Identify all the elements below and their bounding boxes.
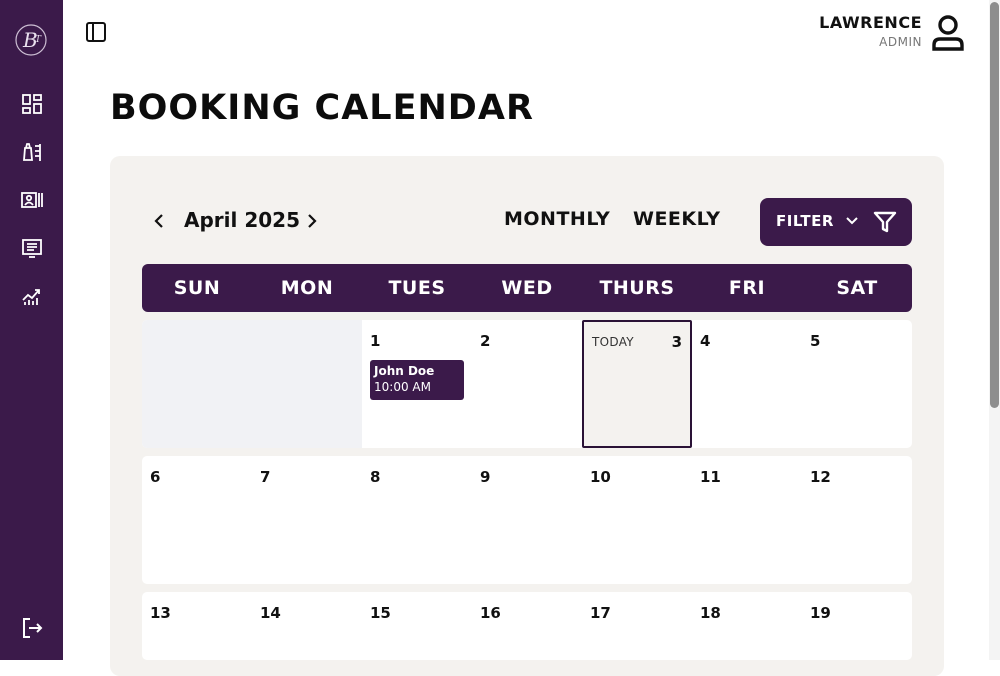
user-name: LAWRENCE [819, 13, 922, 32]
user-info: LAWRENCE ADMIN [819, 13, 922, 49]
analytics-icon[interactable] [20, 284, 44, 308]
weekday-header: WED [501, 277, 553, 299]
page-title: BOOKING CALENDAR [110, 88, 534, 128]
filter-button[interactable]: FILTER [760, 198, 912, 246]
user-role: ADMIN [879, 35, 922, 49]
orders-icon[interactable] [20, 236, 44, 260]
filter-label: FILTER [776, 212, 834, 230]
day-number[interactable]: 8 [370, 468, 381, 486]
calendar-week-row: 13 14 15 16 17 18 19 [142, 592, 912, 660]
event-customer-name: John Doe [374, 364, 435, 378]
svg-text:B: B [22, 28, 38, 52]
day-number[interactable]: 11 [700, 468, 721, 486]
month-label: April 2025 [184, 208, 300, 232]
day-number[interactable]: 7 [260, 468, 271, 486]
day-number[interactable]: 4 [700, 332, 711, 350]
day-number[interactable]: 1 [370, 332, 381, 350]
view-monthly-button[interactable]: MONTHLY [504, 208, 611, 230]
weekday-header: THURS [599, 277, 675, 299]
booking-icon[interactable] [20, 188, 44, 212]
sidebar: B T [0, 0, 63, 660]
today-day-cell[interactable]: TODAY 3 [582, 320, 692, 448]
previous-month-button[interactable] [151, 211, 167, 231]
next-month-button[interactable] [304, 211, 320, 231]
booking-event[interactable]: John Doe 10:00 AM [370, 360, 464, 400]
scrollbar-thumb[interactable] [990, 2, 999, 408]
weekday-header: SAT [836, 277, 878, 299]
brand-logo[interactable]: B T [11, 20, 51, 60]
day-number[interactable]: 15 [370, 604, 391, 622]
day-number[interactable]: 19 [810, 604, 831, 622]
day-number[interactable]: 2 [480, 332, 491, 350]
day-number[interactable]: 12 [810, 468, 831, 486]
calendar-week-row: 1 2 4 5 [142, 320, 912, 448]
dashboard-icon[interactable] [20, 92, 44, 116]
day-number[interactable]: 18 [700, 604, 721, 622]
funnel-icon [873, 211, 897, 233]
day-number[interactable]: 16 [480, 604, 501, 622]
day-number[interactable]: 9 [480, 468, 491, 486]
empty-day-cells [142, 320, 362, 448]
day-number[interactable]: 17 [590, 604, 611, 622]
weekday-header: TUES [388, 277, 446, 299]
day-number[interactable]: 14 [260, 604, 281, 622]
chevron-down-icon [846, 217, 858, 225]
day-number[interactable]: 6 [150, 468, 161, 486]
day-number[interactable]: 5 [810, 332, 821, 350]
weekday-header: SUN [173, 277, 221, 299]
calendar-week-row: 6 7 8 9 10 11 12 [142, 456, 912, 584]
weekday-header: MON [280, 277, 334, 299]
svg-text:T: T [35, 35, 42, 45]
sidebar-toggle-icon[interactable] [84, 20, 108, 44]
view-weekly-button[interactable]: WEEKLY [633, 208, 721, 230]
day-number[interactable]: 13 [150, 604, 171, 622]
day-number: 3 [671, 333, 682, 351]
event-time: 10:00 AM [374, 380, 431, 394]
weekday-header-row: SUN MON TUES WED THURS FRI SAT [142, 264, 912, 312]
user-avatar-icon[interactable] [930, 14, 966, 52]
today-label: TODAY [592, 335, 634, 349]
day-number[interactable]: 10 [590, 468, 611, 486]
weekday-header: FRI [728, 277, 766, 299]
logout-icon[interactable] [20, 616, 44, 640]
services-icon[interactable] [20, 140, 44, 164]
